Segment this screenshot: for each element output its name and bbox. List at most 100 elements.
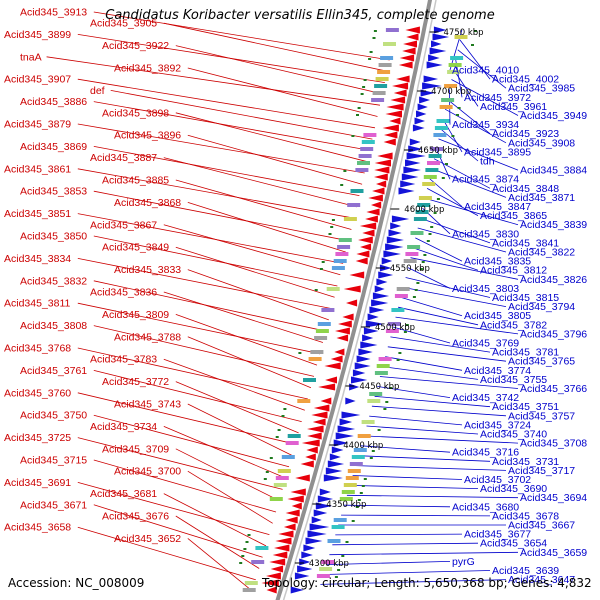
gene-label-left: Acid345_3832 — [20, 275, 87, 287]
reverse-gene-arrow — [405, 159, 421, 167]
leader-line-right — [440, 128, 479, 162]
feature-dot — [451, 135, 455, 137]
feature-dot — [277, 429, 281, 431]
forward-gene-arrow — [358, 236, 373, 244]
gene-features — [239, 26, 477, 594]
gene-label-right: Acid345_3822 — [508, 247, 575, 259]
forward-gene-arrow — [389, 117, 401, 125]
gene-label-left: Acid345_3808 — [20, 320, 87, 332]
forward-gene-arrow — [385, 110, 402, 118]
gene-label-right: Acid345_3724 — [464, 419, 531, 431]
feature-dot — [371, 450, 375, 452]
annotation-band — [321, 560, 335, 564]
annotation-band — [281, 455, 295, 459]
reverse-gene-arrow — [403, 166, 421, 174]
feature-dot — [416, 282, 420, 284]
feature-dot — [281, 415, 285, 417]
gene-label-left: Acid345_3743 — [114, 399, 181, 411]
forward-gene-arrow — [390, 96, 406, 104]
forward-gene-arrow — [396, 75, 410, 83]
feature-dot — [398, 352, 402, 354]
leader-line-left — [93, 459, 277, 513]
forward-gene-arrow — [377, 152, 393, 160]
leader-line-left — [77, 213, 344, 264]
forward-gene-arrow — [398, 61, 413, 69]
forward-gene-arrow — [320, 397, 332, 405]
reverse-gene-arrow — [428, 54, 440, 62]
leader-line-right — [371, 405, 507, 417]
gene-label-right: Acid345_3716 — [452, 447, 519, 459]
gene-label-left: Acid345_3811 — [4, 298, 71, 310]
annotation-band — [394, 294, 408, 298]
annotation-band — [430, 147, 444, 151]
leader-line-right — [323, 570, 491, 575]
feature-dot — [351, 135, 355, 137]
leader-line-right — [415, 237, 463, 262]
forward-gene-arrow — [342, 313, 354, 321]
forward-gene-arrow — [374, 173, 388, 181]
annotation-band — [357, 434, 371, 438]
forward-gene-arrow — [291, 502, 302, 510]
gene-label-right: Acid345_3805 — [464, 310, 531, 322]
annotation-band — [343, 483, 357, 487]
reverse-gene-arrow — [331, 446, 344, 454]
annotation-band — [372, 91, 386, 95]
leader-line-left — [187, 202, 347, 253]
backbone-arc-outer — [275, 0, 433, 600]
reverse-gene-arrow — [311, 516, 322, 524]
reverse-gene-arrow — [419, 96, 430, 104]
label-leader-lines — [46, 11, 519, 592]
gene-label-right: Acid345_3765 — [508, 356, 575, 368]
accession-text: Accession: NC_008009 — [8, 576, 145, 590]
reverse-gene-arrow — [363, 327, 379, 335]
feature-dot — [363, 79, 367, 81]
reverse-gene-arrow — [358, 348, 373, 356]
reverse-gene-arrow — [385, 243, 404, 251]
annotation-band — [428, 154, 442, 158]
forward-gene-arrow — [305, 453, 316, 461]
leader-line-right — [366, 425, 479, 435]
annotation-band — [343, 217, 357, 221]
reverse-gene-arrow — [301, 551, 313, 559]
annotation-band — [441, 98, 455, 102]
backbone-arc-inner — [282, 0, 437, 600]
reverse-gene-arrow — [429, 47, 447, 55]
gene-label-right: Acid345_3871 — [508, 192, 575, 204]
forward-gene-arrow — [405, 26, 420, 34]
gene-label-right: Acid345_3647 — [508, 574, 575, 586]
reverse-gene-arrow — [309, 523, 330, 531]
scale-tick-label: 4550 kbp — [390, 264, 430, 274]
gene-label-left: Acid345_3691 — [4, 477, 71, 489]
annotation-band — [297, 399, 311, 403]
forward-gene-arrow — [382, 124, 399, 132]
gene-label-left: Acid345_3772 — [102, 376, 169, 388]
feature-dot — [330, 226, 334, 228]
annotation-band — [374, 84, 388, 88]
annotation-band — [363, 133, 377, 137]
annotation-band — [251, 560, 265, 564]
gene-label-left: Acid345_3849 — [102, 242, 169, 254]
annotation-band — [357, 161, 370, 165]
reverse-gene-arrow — [388, 229, 402, 237]
annotation-band — [337, 245, 351, 249]
forward-gene-arrow — [384, 131, 398, 139]
gene-label-right: pyrG — [452, 556, 475, 568]
feature-dot — [341, 555, 345, 557]
feature-dot — [426, 240, 430, 242]
annotation-band — [375, 77, 389, 81]
leader-line-right — [417, 227, 507, 253]
annotation-band — [277, 469, 291, 473]
gene-label-left: Acid345_3899 — [4, 29, 71, 41]
reverse-gene-arrow — [371, 299, 389, 307]
reverse-gene-arrow — [432, 33, 450, 41]
annotation-band — [269, 497, 283, 501]
annotation-band — [316, 574, 330, 578]
leader-line-left — [93, 325, 315, 377]
leader-line-left — [163, 157, 357, 208]
leader-line-right — [444, 108, 507, 144]
feature-dot — [383, 408, 387, 410]
gene-label-left: Acid345_3869 — [20, 141, 87, 153]
forward-gene-arrow — [334, 348, 345, 356]
feature-dot — [471, 44, 474, 46]
annotation-band — [444, 84, 458, 88]
